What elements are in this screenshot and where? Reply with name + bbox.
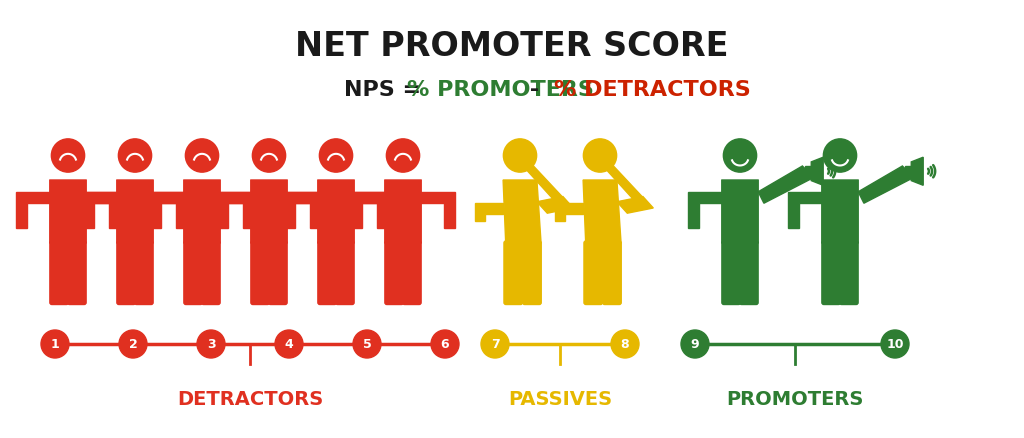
FancyBboxPatch shape [202,241,220,305]
Text: 7: 7 [490,338,500,351]
Polygon shape [911,158,924,186]
Circle shape [41,330,69,358]
Text: 5: 5 [362,338,372,351]
Polygon shape [601,164,645,201]
Circle shape [119,140,152,173]
Polygon shape [86,192,120,228]
Polygon shape [354,192,388,228]
FancyBboxPatch shape [840,241,858,305]
Text: 4: 4 [285,338,293,351]
Text: DETRACTORS: DETRACTORS [177,389,324,408]
Polygon shape [805,167,811,177]
Polygon shape [583,180,622,244]
FancyBboxPatch shape [402,241,421,305]
Polygon shape [220,192,254,228]
Circle shape [611,330,639,358]
FancyBboxPatch shape [722,241,740,305]
Text: 3: 3 [207,338,215,351]
FancyBboxPatch shape [822,180,858,244]
Polygon shape [351,192,385,228]
Polygon shape [521,164,565,201]
FancyBboxPatch shape [268,241,287,305]
FancyBboxPatch shape [522,241,542,305]
FancyBboxPatch shape [317,180,354,244]
FancyBboxPatch shape [134,241,154,305]
FancyBboxPatch shape [385,180,421,244]
FancyBboxPatch shape [317,241,337,305]
Circle shape [275,330,303,358]
Polygon shape [154,192,187,228]
FancyBboxPatch shape [117,180,154,244]
Polygon shape [421,192,455,228]
Text: -: - [522,80,548,100]
Circle shape [823,140,857,173]
Polygon shape [503,180,541,244]
Circle shape [386,140,420,173]
FancyBboxPatch shape [584,241,602,305]
FancyBboxPatch shape [603,241,622,305]
Circle shape [319,140,352,173]
Circle shape [119,330,147,358]
Polygon shape [811,158,823,186]
Text: PASSIVES: PASSIVES [508,389,612,408]
Circle shape [431,330,459,358]
Circle shape [681,330,709,358]
Polygon shape [287,192,321,228]
Polygon shape [616,197,653,214]
Circle shape [504,140,537,173]
FancyBboxPatch shape [50,241,69,305]
Polygon shape [788,192,822,228]
Text: 6: 6 [440,338,450,351]
FancyBboxPatch shape [50,180,86,244]
FancyBboxPatch shape [251,180,287,244]
FancyBboxPatch shape [336,241,354,305]
Polygon shape [905,167,911,177]
FancyBboxPatch shape [385,241,403,305]
FancyBboxPatch shape [504,241,522,305]
Circle shape [584,140,616,173]
FancyBboxPatch shape [184,241,203,305]
Text: % PROMOTERS: % PROMOTERS [407,80,594,100]
Polygon shape [537,197,573,214]
Polygon shape [688,192,722,228]
Text: 1: 1 [50,338,59,351]
Circle shape [481,330,509,358]
Polygon shape [217,192,251,228]
Circle shape [51,140,85,173]
FancyBboxPatch shape [117,241,135,305]
Circle shape [353,330,381,358]
FancyBboxPatch shape [739,241,758,305]
Polygon shape [150,192,183,228]
Polygon shape [284,192,317,228]
FancyBboxPatch shape [822,241,841,305]
FancyBboxPatch shape [68,241,86,305]
Polygon shape [474,203,503,222]
Text: 2: 2 [129,338,137,351]
Text: NPS =: NPS = [344,80,429,100]
Circle shape [197,330,225,358]
FancyBboxPatch shape [251,241,269,305]
Circle shape [723,140,757,173]
Circle shape [252,140,286,173]
Polygon shape [555,203,583,222]
Polygon shape [16,192,50,228]
Circle shape [185,140,219,173]
Polygon shape [858,166,913,204]
Polygon shape [758,166,814,204]
FancyBboxPatch shape [183,180,220,244]
Text: NET PROMOTER SCORE: NET PROMOTER SCORE [295,30,729,63]
Text: % DETRACTORS: % DETRACTORS [554,80,751,100]
Text: 8: 8 [621,338,630,351]
FancyBboxPatch shape [722,180,758,244]
Text: PROMOTERS: PROMOTERS [726,389,863,408]
Circle shape [881,330,909,358]
Text: 9: 9 [690,338,699,351]
Text: 10: 10 [886,338,904,351]
Polygon shape [83,192,117,228]
